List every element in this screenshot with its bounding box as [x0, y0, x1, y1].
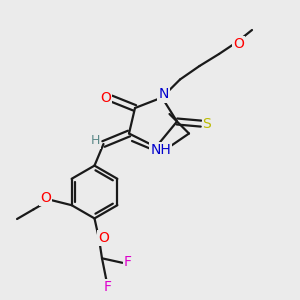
- Text: NH: NH: [150, 143, 171, 157]
- Text: O: O: [233, 38, 244, 51]
- Text: S: S: [202, 117, 211, 130]
- Text: O: O: [40, 191, 51, 205]
- Text: O: O: [100, 91, 111, 105]
- Text: F: F: [124, 255, 132, 269]
- Text: F: F: [104, 280, 112, 294]
- Text: H: H: [90, 134, 100, 148]
- Text: O: O: [98, 231, 109, 245]
- Text: N: N: [158, 88, 169, 101]
